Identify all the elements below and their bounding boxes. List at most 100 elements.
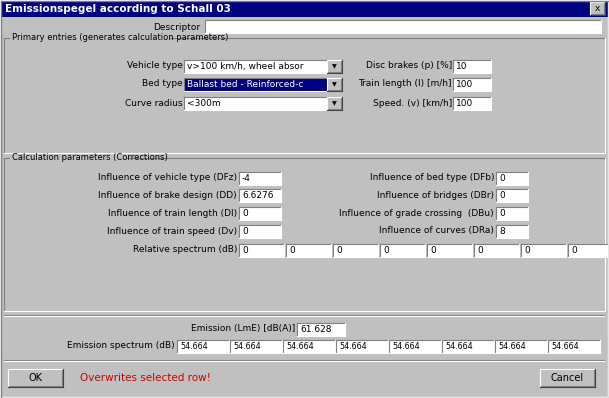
Text: Disc brakes (p) [%]: Disc brakes (p) [%] [366,62,452,70]
Bar [286,244,331,257]
Bar [1,1,608,17]
Text: Influence of bed type (DFb): Influence of bed type (DFb) [370,174,494,183]
Bar [453,78,491,91]
Text: ▼: ▼ [332,101,337,106]
Bar [380,244,425,257]
Bar [521,244,566,257]
Bar [10,154,126,162]
Bar [239,244,284,257]
Bar [548,340,600,353]
Text: -4: -4 [242,174,251,183]
Text: 0: 0 [499,191,505,200]
Text: 0: 0 [289,246,295,255]
Bar [205,20,601,33]
Bar [590,2,605,15]
Text: 54.664: 54.664 [498,342,526,351]
Bar [496,225,528,238]
Text: ▼: ▼ [332,64,337,69]
Bar [495,340,547,353]
Text: 100: 100 [456,80,473,89]
Text: 54.664: 54.664 [392,342,420,351]
Text: 0: 0 [477,246,483,255]
Text: 54.664: 54.664 [286,342,314,351]
Text: Influence of brake design (DD): Influence of brake design (DD) [99,191,237,199]
Bar [496,189,528,202]
Text: Emission spectrum (dB): Emission spectrum (dB) [68,341,175,351]
Text: Primary entries (generates calculation parameters): Primary entries (generates calculation p… [12,33,228,43]
Text: 0: 0 [499,209,505,218]
Bar [453,97,491,110]
Text: Influence of vehicle type (DFz): Influence of vehicle type (DFz) [98,174,237,183]
Text: Descriptor: Descriptor [153,23,200,31]
Text: x: x [595,4,600,13]
Bar [297,323,345,336]
Text: Overwrites selected row!: Overwrites selected row! [80,373,211,383]
Text: 8: 8 [499,227,505,236]
Bar [540,369,595,387]
Text: Train length (l) [m/h]: Train length (l) [m/h] [359,80,452,88]
Text: Calculation parameters (Corrections): Calculation parameters (Corrections) [12,154,167,162]
Bar [327,60,342,73]
Bar [283,340,335,353]
Text: 0: 0 [383,246,389,255]
Text: ▼: ▼ [332,82,337,87]
Text: Speed. (v) [km/h]: Speed. (v) [km/h] [373,98,452,107]
Bar [230,340,282,353]
Text: Influence of grade crossing  (DBu): Influence of grade crossing (DBu) [339,209,494,217]
Bar [239,225,281,238]
Bar [336,340,388,353]
Text: Bed type: Bed type [143,80,183,88]
Text: Emission (LmE) [dB(A)]: Emission (LmE) [dB(A)] [191,324,295,334]
Bar [389,340,441,353]
Bar [453,60,491,73]
Text: 54.664: 54.664 [551,342,579,351]
Bar [333,244,378,257]
Text: 61.628: 61.628 [300,325,331,334]
Text: 54.664: 54.664 [233,342,261,351]
Text: 54.664: 54.664 [180,342,208,351]
Bar [177,340,229,353]
Bar [496,207,528,220]
Text: 0: 0 [430,246,436,255]
Text: 54.664: 54.664 [339,342,367,351]
Bar [239,207,281,220]
Text: 6.6276: 6.6276 [242,191,273,200]
Text: Influence of train speed (Dv): Influence of train speed (Dv) [107,226,237,236]
Text: 10: 10 [456,62,468,71]
Text: Influence of train length (Dl): Influence of train length (Dl) [108,209,237,217]
Bar [10,34,170,42]
Bar [568,244,609,257]
Bar [474,244,519,257]
Text: Vehicle type: Vehicle type [127,62,183,70]
Bar [184,60,342,73]
Text: OK: OK [29,373,43,383]
Text: Influence of curves (DRa): Influence of curves (DRa) [379,226,494,236]
Text: 0: 0 [571,246,577,255]
Bar [239,172,281,185]
Text: Relative spectrum (dB): Relative spectrum (dB) [133,246,237,254]
Bar [327,97,342,110]
Text: Influence of bridges (DBr): Influence of bridges (DBr) [377,191,494,199]
Bar [239,189,281,202]
Text: 0: 0 [524,246,530,255]
Bar [184,97,342,110]
Bar [496,172,528,185]
Text: 0: 0 [242,227,248,236]
Bar [8,369,63,387]
Bar [442,340,494,353]
Text: Cancel: Cancel [551,373,584,383]
Text: 0: 0 [499,174,505,183]
Text: 0: 0 [242,209,248,218]
Text: Ballast bed - Reinforced-c: Ballast bed - Reinforced-c [187,80,303,89]
Text: 100: 100 [456,99,473,108]
Text: Curve radius: Curve radius [125,98,183,107]
Bar [327,78,342,91]
Bar [184,78,342,91]
Text: v>100 km/h, wheel absor: v>100 km/h, wheel absor [187,62,303,71]
Text: <300m: <300m [187,99,220,108]
Bar [427,244,472,257]
Text: 0: 0 [242,246,248,255]
Text: 54.664: 54.664 [445,342,473,351]
Text: 0: 0 [336,246,342,255]
Text: Emissionspegel according to Schall 03: Emissionspegel according to Schall 03 [5,4,231,14]
